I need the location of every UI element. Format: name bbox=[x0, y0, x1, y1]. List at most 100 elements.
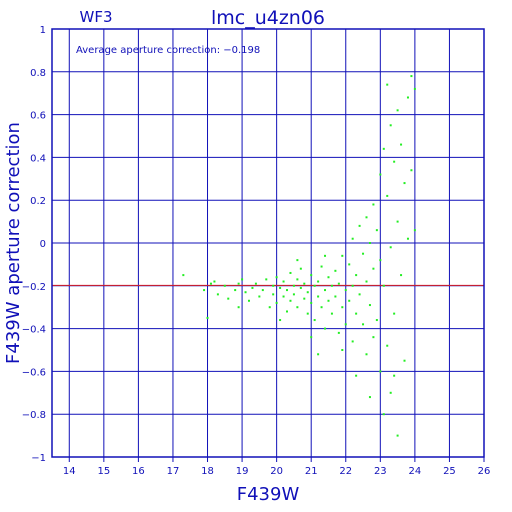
data-point bbox=[365, 353, 368, 356]
data-point bbox=[341, 349, 344, 351]
data-point bbox=[247, 299, 250, 302]
x-tick-label: 15 bbox=[97, 466, 110, 477]
y-tick-label: −1 bbox=[31, 453, 46, 464]
data-point bbox=[362, 323, 365, 326]
data-point bbox=[396, 109, 399, 112]
data-point bbox=[389, 246, 392, 249]
data-point bbox=[341, 254, 344, 257]
data-point bbox=[382, 147, 385, 150]
data-point bbox=[410, 75, 413, 78]
data-point bbox=[241, 278, 244, 281]
data-point bbox=[406, 96, 409, 99]
data-point bbox=[334, 269, 337, 272]
x-tick-label: 17 bbox=[167, 466, 180, 477]
data-point bbox=[386, 83, 389, 86]
data-point bbox=[272, 284, 275, 287]
data-point bbox=[344, 323, 347, 326]
data-point bbox=[327, 299, 330, 302]
data-point bbox=[379, 370, 382, 373]
data-point bbox=[320, 265, 323, 268]
chart-title: lmc_u4zn06 bbox=[211, 7, 325, 29]
x-tick-label: 23 bbox=[374, 466, 387, 477]
data-point bbox=[282, 280, 285, 283]
y-tick-label: −0.2 bbox=[22, 282, 46, 293]
data-point bbox=[406, 237, 409, 240]
data-point bbox=[375, 319, 378, 322]
data-point bbox=[223, 284, 226, 287]
data-point bbox=[292, 293, 295, 296]
data-point bbox=[306, 291, 309, 294]
data-point bbox=[348, 263, 351, 266]
data-point bbox=[368, 242, 371, 244]
data-point bbox=[400, 143, 403, 146]
data-point bbox=[327, 276, 330, 279]
average-annotation: Average aperture correction: −0.198 bbox=[76, 45, 260, 56]
data-point bbox=[251, 286, 254, 289]
data-point bbox=[310, 336, 313, 339]
data-point bbox=[216, 293, 219, 296]
data-point bbox=[296, 259, 299, 262]
data-point bbox=[344, 289, 347, 292]
data-point bbox=[379, 259, 382, 262]
data-point bbox=[292, 284, 295, 287]
data-point bbox=[368, 396, 371, 399]
data-point bbox=[372, 203, 375, 206]
data-point bbox=[355, 274, 358, 277]
data-point bbox=[317, 280, 320, 283]
data-point bbox=[358, 224, 361, 227]
data-point bbox=[296, 306, 299, 309]
data-point bbox=[393, 160, 396, 163]
data-point bbox=[206, 316, 209, 319]
data-point bbox=[351, 284, 354, 287]
data-point bbox=[306, 312, 309, 315]
data-point bbox=[275, 301, 278, 304]
data-point bbox=[403, 182, 406, 185]
data-point bbox=[410, 169, 413, 172]
x-tick-label: 16 bbox=[132, 466, 145, 477]
data-point bbox=[289, 271, 292, 274]
data-point bbox=[299, 267, 302, 270]
data-point bbox=[289, 299, 292, 302]
data-point bbox=[337, 331, 340, 334]
x-tick-label: 20 bbox=[270, 466, 283, 477]
data-point bbox=[303, 297, 306, 300]
data-point bbox=[337, 282, 340, 285]
data-point bbox=[244, 291, 247, 294]
data-point bbox=[313, 284, 316, 287]
data-point bbox=[393, 312, 396, 315]
data-point bbox=[265, 278, 268, 281]
data-point bbox=[348, 299, 351, 302]
y-tick-label: 0.8 bbox=[30, 68, 46, 79]
data-point bbox=[382, 413, 385, 416]
data-point bbox=[351, 237, 354, 240]
data-point bbox=[368, 304, 371, 307]
data-point bbox=[334, 295, 337, 298]
data-point bbox=[372, 267, 375, 270]
data-point bbox=[362, 252, 365, 255]
x-tick-label: 24 bbox=[409, 466, 422, 477]
y-tick-label: 0.2 bbox=[30, 196, 46, 207]
data-point bbox=[365, 216, 368, 219]
data-point bbox=[258, 295, 261, 298]
y-tick-label: 1 bbox=[40, 25, 46, 36]
data-point bbox=[372, 336, 375, 339]
data-point bbox=[355, 374, 358, 377]
grid bbox=[52, 28, 485, 462]
plot-frame bbox=[51, 28, 485, 458]
data-point bbox=[261, 289, 264, 292]
data-point bbox=[282, 295, 285, 298]
data-point bbox=[213, 280, 216, 283]
data-point bbox=[386, 194, 389, 197]
y-tick-label: −0.4 bbox=[22, 325, 46, 336]
data-point bbox=[351, 340, 354, 343]
data-point bbox=[310, 274, 313, 277]
data-point bbox=[286, 289, 289, 292]
data-point bbox=[375, 229, 378, 232]
data-point bbox=[389, 124, 392, 127]
y-axis-label: F439W aperture correction bbox=[3, 122, 24, 364]
data-point bbox=[317, 353, 320, 356]
data-point bbox=[379, 173, 382, 176]
data-point bbox=[324, 254, 327, 257]
x-tick-label: 26 bbox=[478, 466, 491, 477]
panel-label: WF3 bbox=[79, 8, 112, 26]
